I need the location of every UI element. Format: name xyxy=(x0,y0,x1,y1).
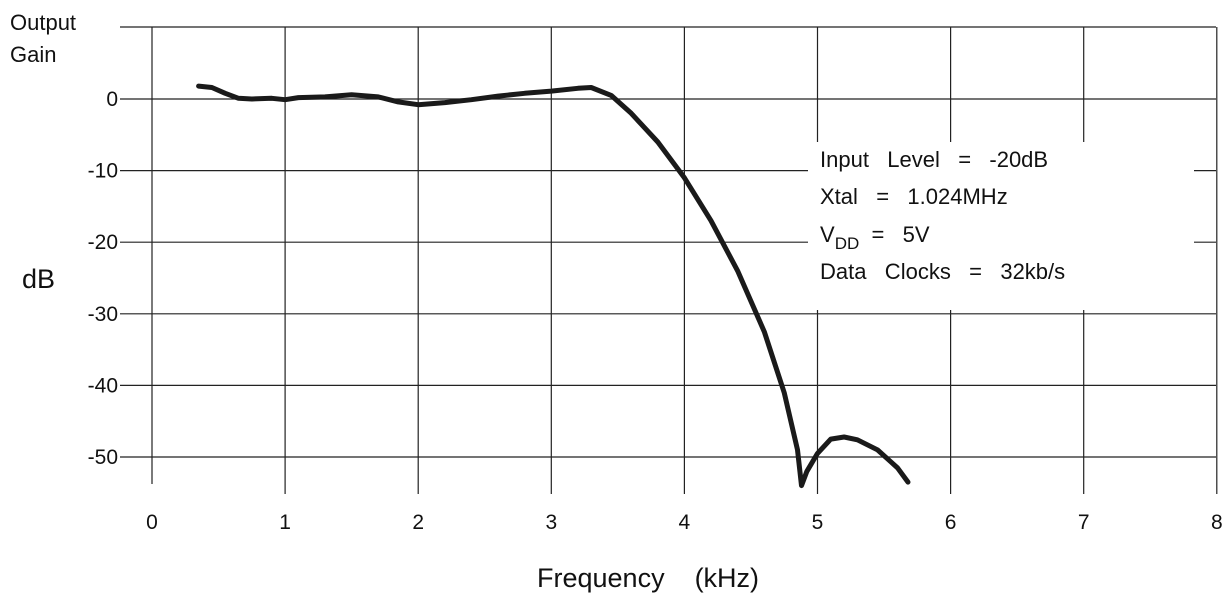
x-tick-label: 8 xyxy=(1211,511,1223,534)
annotation-text: Input Level = -20dB Xtal = 1.024MHz VDD … xyxy=(820,147,1065,284)
annotation-input-level: Input Level = -20dB xyxy=(820,147,1048,172)
y-tick-label: -20 xyxy=(88,231,118,254)
annotation-xtal: Xtal = 1.024MHz xyxy=(820,184,1008,209)
x-tick-label: 5 xyxy=(812,511,824,534)
x-tick-label: 6 xyxy=(945,511,957,534)
y-tick-label: -30 xyxy=(88,303,118,326)
x-tick-label: 1 xyxy=(279,511,291,534)
y-axis-unit-label: dB xyxy=(22,264,55,294)
x-tick-label: 4 xyxy=(679,511,691,534)
x-tick-label: 2 xyxy=(412,511,424,534)
x-tick-label: 3 xyxy=(545,511,557,534)
vdd-prefix: V xyxy=(820,222,835,247)
x-axis-title: Frequency (kHz) xyxy=(537,563,759,593)
y-axis-title-line-1: Output xyxy=(10,10,76,35)
vdd-rest: = 5V xyxy=(859,222,930,247)
y-tick-label: 0 xyxy=(106,88,118,111)
gain-curve xyxy=(196,83,911,489)
y-axis-title-line-2: Gain xyxy=(10,42,56,67)
y-tick-label: -10 xyxy=(88,160,118,183)
y-tick-label: -40 xyxy=(88,374,118,397)
annotation-vdd: VDD = 5V xyxy=(820,222,930,253)
y-tick-label: -50 xyxy=(88,446,118,469)
vdd-subscript: DD xyxy=(835,234,860,253)
annotation-box xyxy=(808,142,1194,310)
x-tick-label: 0 xyxy=(146,511,158,534)
tick-labels: 0 1 2 3 4 5 6 7 8 0 -10 -20 -30 -40 -50 xyxy=(88,88,1223,534)
x-tick-label: 7 xyxy=(1078,511,1090,534)
annotation-data-clocks: Data Clocks = 32kb/s xyxy=(820,259,1065,284)
